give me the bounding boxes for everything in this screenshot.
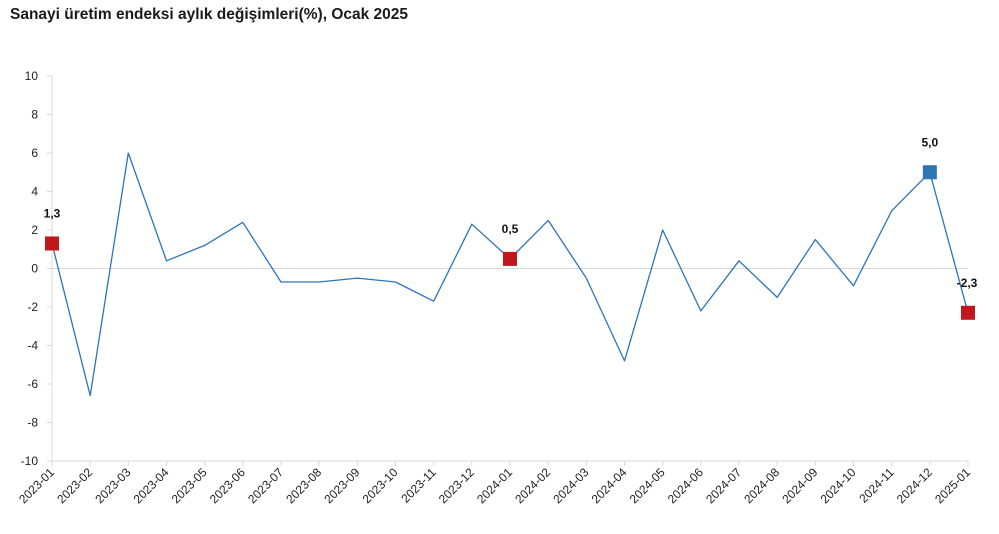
x-tick-label: 2023-02 xyxy=(54,465,95,506)
x-tick-label: 2024-01 xyxy=(474,465,515,506)
x-tick-label: 2024-09 xyxy=(779,465,820,506)
x-tick-label: 2023-07 xyxy=(245,465,286,506)
x-tick-label: 2023-05 xyxy=(169,465,210,506)
y-tick-label: -8 xyxy=(27,416,38,430)
y-tick-label: 10 xyxy=(25,69,39,83)
highlight-marker xyxy=(503,251,517,266)
highlight-marker xyxy=(961,305,975,320)
x-tick-label: 2024-12 xyxy=(894,465,935,506)
x-tick-label: 2023-08 xyxy=(283,465,324,506)
x-tick-label: 2024-04 xyxy=(589,465,630,506)
x-tick-label: 2023-01 xyxy=(16,465,57,506)
x-tick-label: 2024-03 xyxy=(550,465,591,506)
highlight-marker xyxy=(922,165,937,180)
highlight-marker xyxy=(45,236,59,251)
data-label: 1,3 xyxy=(44,206,61,220)
y-tick-label: 6 xyxy=(31,146,38,160)
x-tick-label: 2024-08 xyxy=(741,465,782,506)
x-tick-label: 2023-09 xyxy=(321,465,362,506)
chart-title: Sanayi üretim endeksi aylık değişimleri(… xyxy=(10,6,409,23)
x-tick-label: 2024-05 xyxy=(627,465,668,506)
x-tick-label: 2023-10 xyxy=(360,465,401,506)
data-label: 0,5 xyxy=(502,222,519,236)
y-tick-label: 0 xyxy=(31,262,38,276)
y-tick-label: 8 xyxy=(31,108,38,122)
x-tick-label: 2023-06 xyxy=(207,465,248,506)
y-tick-label: -10 xyxy=(21,454,39,468)
x-tick-label: 2024-06 xyxy=(665,465,706,506)
x-tick-label: 2024-11 xyxy=(856,465,897,506)
data-label: -2,3 xyxy=(957,276,978,290)
x-tick-label: 2023-11 xyxy=(398,465,439,506)
x-tick-label: 2025-01 xyxy=(932,465,973,506)
y-tick-label: -2 xyxy=(27,300,38,314)
x-tick-label: 2024-02 xyxy=(512,465,553,506)
x-tick-label: 2023-12 xyxy=(436,465,477,506)
x-tick-label: 2023-04 xyxy=(131,465,172,506)
y-tick-label: -6 xyxy=(27,377,38,391)
y-tick-label: 4 xyxy=(31,185,38,199)
data-label: 5,0 xyxy=(921,135,938,149)
x-tick-label: 2024-07 xyxy=(703,465,744,506)
x-tick-label: 2023-03 xyxy=(92,465,133,506)
series-line xyxy=(51,152,969,397)
y-tick-label: 2 xyxy=(31,223,38,237)
x-tick-label: 2024-10 xyxy=(818,465,859,506)
y-tick-label: -4 xyxy=(27,339,38,353)
